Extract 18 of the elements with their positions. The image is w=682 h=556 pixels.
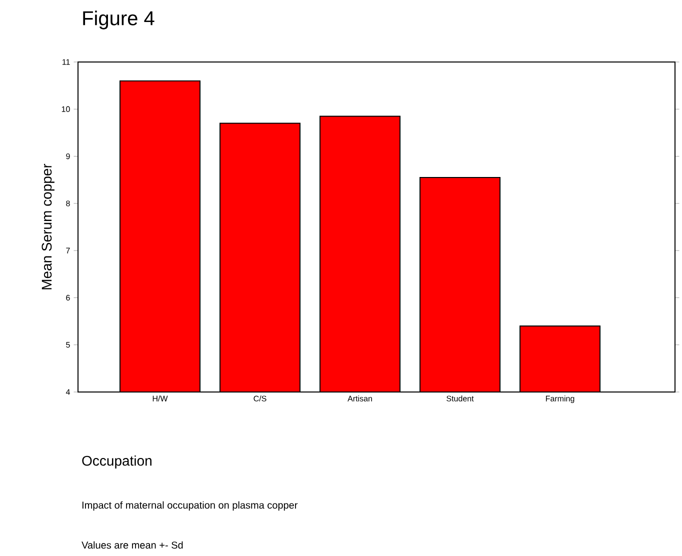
y-axis-title: Mean Serum copper bbox=[42, 164, 54, 290]
x-tick-label: H/W bbox=[152, 396, 168, 402]
x-tick-label: Student bbox=[446, 396, 474, 402]
y-tick-label: 5 bbox=[66, 342, 70, 348]
y-tick-label: 4 bbox=[66, 389, 70, 395]
chart-title: Figure 4 bbox=[83, 10, 154, 30]
y-tick-label: 7 bbox=[66, 248, 70, 254]
x-tick-label: Artisan bbox=[348, 396, 372, 402]
y-tick-label: 8 bbox=[66, 200, 70, 206]
text: Values are mean +- Sd bbox=[82, 541, 183, 549]
x-axis-title: Occupation bbox=[82, 455, 152, 469]
y-tick-label: 11 bbox=[62, 59, 70, 65]
y-tick-label: 10 bbox=[62, 106, 70, 112]
text: Impact of maternal occupation on plasma copper bbox=[82, 501, 298, 511]
y-tick-label: 6 bbox=[66, 294, 70, 301]
x-tick-label: C/S bbox=[254, 396, 266, 402]
y-tick-label: 9 bbox=[66, 153, 70, 160]
x-tick-label: Farming bbox=[546, 396, 574, 403]
